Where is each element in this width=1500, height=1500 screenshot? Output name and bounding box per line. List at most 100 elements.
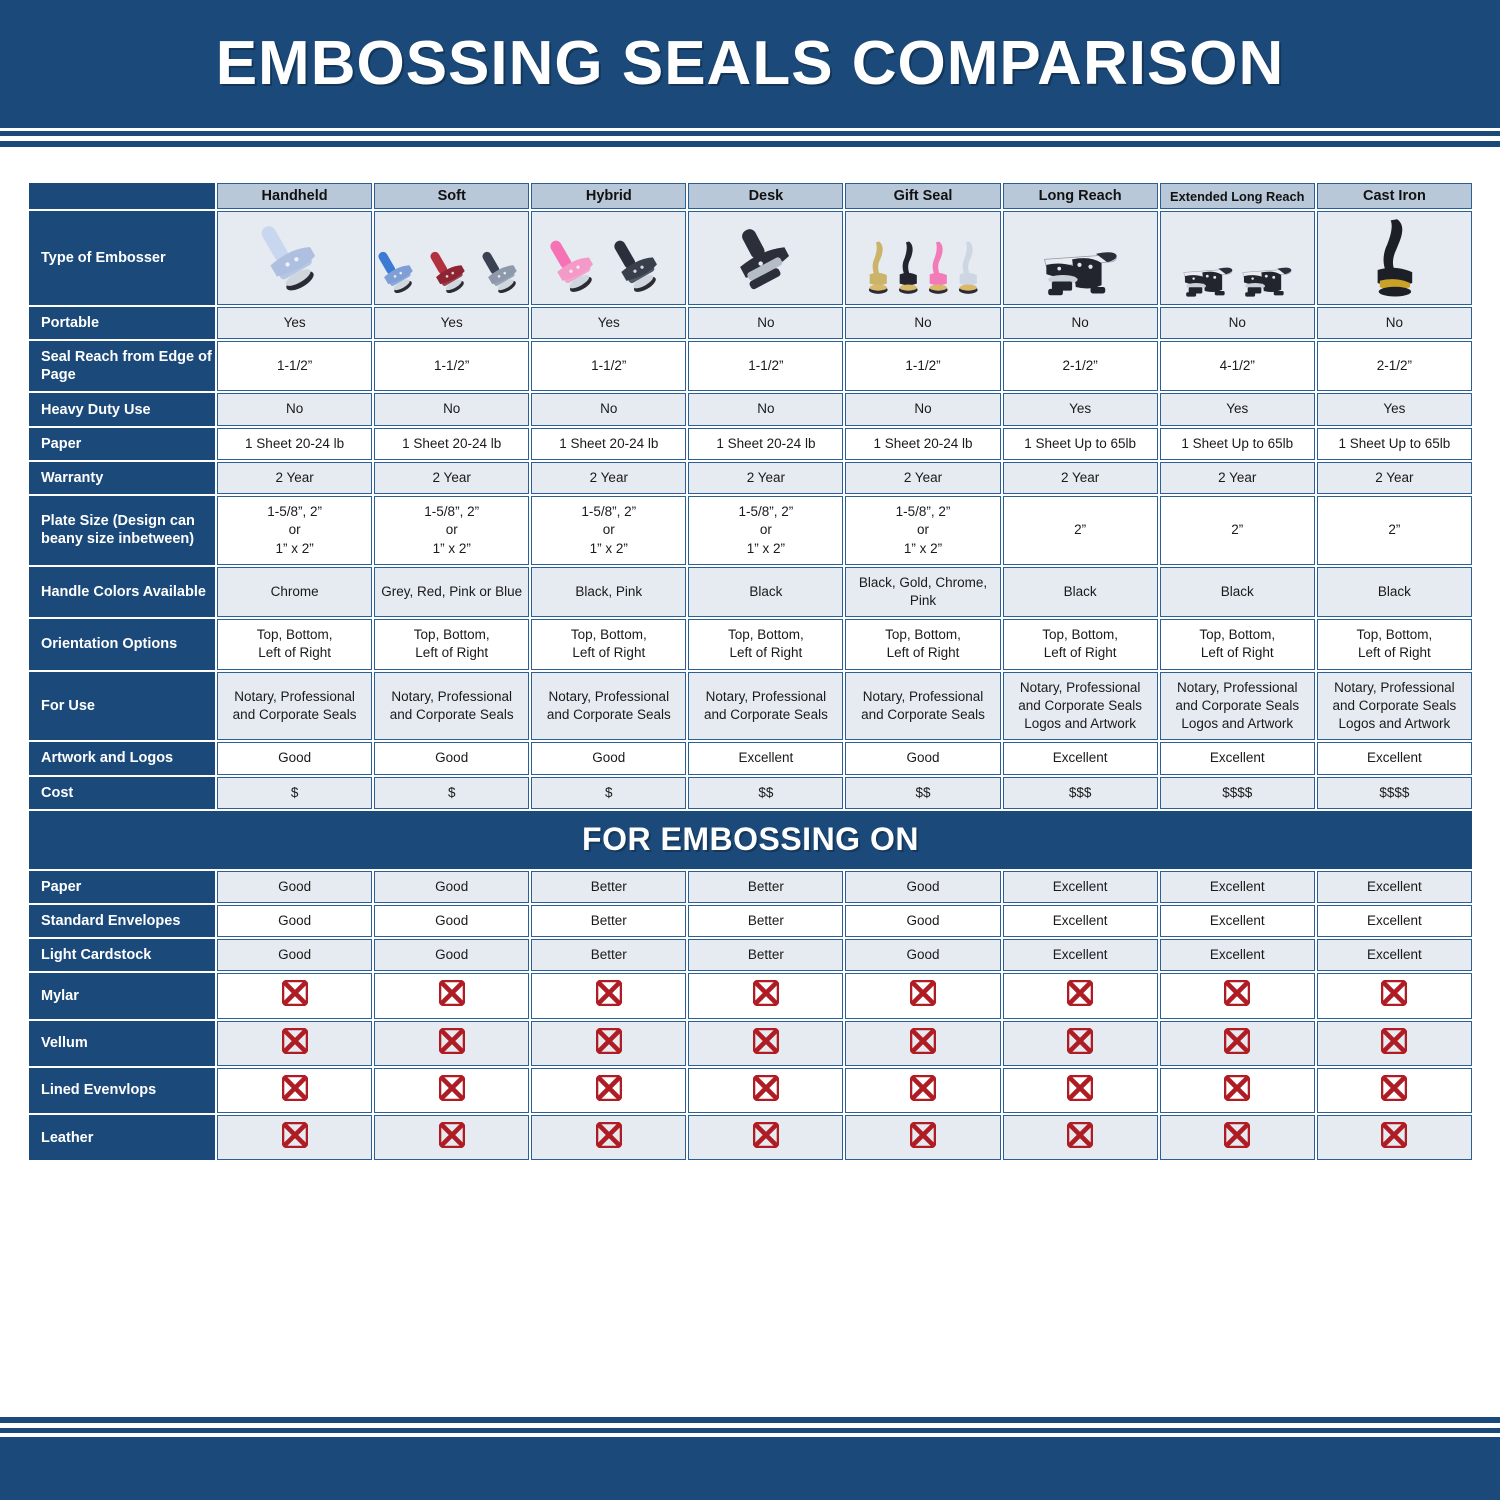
cell-line: Good	[278, 750, 312, 766]
column-header-long-reach[interactable]: Long Reach	[1002, 183, 1158, 209]
embosser-image-cell	[531, 211, 687, 305]
cell-line: Logos and Artwork	[1181, 716, 1294, 732]
cell-emb-lined-evenvlops-3	[688, 1067, 844, 1114]
cell-line: 2 Year	[1218, 469, 1257, 485]
table-row: Seal Reach from Edge of Page 1-1/2” 1-1/2”…	[29, 341, 1472, 392]
column-header-extended-long-reach[interactable]: Extended Long Reach	[1159, 183, 1315, 209]
cell-line: 1 Sheet Up to 65lb	[1181, 435, 1294, 451]
cell-line: $$$$	[1379, 784, 1410, 800]
cell-warranty-7: 2 Year	[1316, 461, 1472, 495]
cell-line: Chrome	[270, 583, 319, 599]
cell-line: and Corporate Seals	[389, 706, 514, 722]
cell-line: Left of Right	[572, 645, 646, 661]
column-header-hybrid[interactable]: Hybrid	[531, 183, 687, 209]
cell-portable-6: No	[1159, 307, 1315, 340]
cell-line: 1” x 2”	[903, 540, 943, 556]
embosser-image-cell	[1316, 211, 1472, 305]
embosser-image-cell	[1002, 211, 1158, 305]
cell-emb-leather-5	[1002, 1115, 1158, 1161]
unsupported-x-icon	[910, 980, 937, 1007]
cell-line: Excellent	[1052, 947, 1108, 963]
cell-line: 1 Sheet 20-24 lb	[559, 435, 659, 451]
cell-line: $$$$	[1222, 784, 1253, 800]
unsupported-x-icon	[752, 1074, 779, 1101]
table-corner-cell	[29, 183, 216, 209]
cell-line: No	[600, 401, 618, 417]
cell-line: Excellent	[1052, 912, 1108, 928]
unsupported-x-icon	[1381, 980, 1408, 1007]
cell-plate-size-design-can-beany-size-inbetween-3: 1-5/8”, 2” or 1” x 2”	[688, 496, 844, 565]
unsupported-x-icon	[1067, 1074, 1094, 1101]
cell-line: and Corporate Seals	[1175, 697, 1300, 713]
table-row: Vellum	[29, 1020, 1472, 1066]
cell-line: 1-1/2”	[905, 358, 941, 374]
cell-line: Good	[592, 750, 626, 766]
embosser-gift-chrome-icon	[955, 240, 982, 298]
cell-emb-vellum-1	[374, 1020, 530, 1066]
cell-emb-mylar-4	[845, 973, 1001, 1019]
cell-for-use-4: Notary, Professional and Corporate Seals	[845, 671, 1001, 741]
embosser-hybrid-pink-icon	[546, 231, 607, 298]
cell-orientation-options-2: Top, Bottom, Left of Right	[531, 619, 687, 670]
cell-line: 2 Year	[1375, 469, 1414, 485]
cell-line: 1-1/2”	[748, 358, 784, 374]
cell-line: 4-1/2”	[1219, 358, 1255, 374]
cell-line: Left of Right	[886, 645, 960, 661]
embosser-image-cell	[217, 211, 373, 305]
cell-for-use-2: Notary, Professional and Corporate Seals	[531, 671, 687, 741]
cell-heavy-duty-use-0: No	[217, 393, 373, 426]
cell-emb-standard-envelopes-6: Excellent	[1159, 904, 1315, 938]
cell-line: 2”	[1388, 522, 1401, 538]
cell-line: 1-1/2”	[434, 358, 470, 374]
cell-plate-size-design-can-beany-size-inbetween-4: 1-5/8”, 2” or 1” x 2”	[845, 496, 1001, 565]
unsupported-x-icon	[438, 1122, 465, 1149]
cell-line: 1 Sheet Up to 65lb	[1338, 435, 1451, 451]
cell-heavy-duty-use-1: No	[374, 393, 530, 426]
column-header-gift-seal[interactable]: Gift Seal	[845, 183, 1001, 209]
footer-divider-upper	[0, 1417, 1500, 1423]
cell-line: Excellent	[738, 750, 794, 766]
column-header-cast-iron[interactable]: Cast Iron	[1316, 183, 1472, 209]
title-divider-upper	[0, 131, 1500, 136]
row-label-emb-leather: Leather	[29, 1115, 216, 1161]
row-label-emb-vellum: Vellum	[29, 1020, 216, 1066]
cell-paper-4: 1 Sheet 20-24 lb	[845, 427, 1001, 460]
footer-divider-lower	[0, 1428, 1500, 1433]
embosser-long-reach-icon	[1039, 241, 1122, 298]
row-label-seal-reach-from-edge-of-page: Seal Reach from Edge of Page	[29, 341, 216, 392]
cell-line: Black, Pink	[575, 583, 643, 599]
cell-line: Notary, Professional	[1019, 679, 1141, 695]
column-header-handheld[interactable]: Handheld	[217, 183, 373, 209]
cell-line: No	[1228, 315, 1246, 330]
cell-line: 1 Sheet 20-24 lb	[716, 435, 816, 451]
cell-heavy-duty-use-7: Yes	[1316, 393, 1472, 426]
cell-emb-leather-0	[217, 1115, 373, 1161]
cell-line: Better	[747, 947, 784, 963]
cell-line: Good	[435, 750, 469, 766]
cell-emb-paper-0: Good	[217, 870, 373, 903]
cell-line: Black	[1063, 583, 1097, 599]
cell-line: or	[917, 522, 930, 538]
cell-line: $	[605, 784, 613, 800]
cell-handle-colors-available-2: Black, Pink	[531, 566, 687, 618]
column-header-desk[interactable]: Desk	[688, 183, 844, 209]
cell-emb-lined-evenvlops-5	[1002, 1067, 1158, 1114]
row-label-heavy-duty-use: Heavy Duty Use	[29, 393, 216, 426]
cell-orientation-options-4: Top, Bottom, Left of Right	[845, 619, 1001, 670]
embosser-gift-pink-icon	[925, 240, 952, 298]
column-header-soft[interactable]: Soft	[374, 183, 530, 209]
cell-paper-0: 1 Sheet 20-24 lb	[217, 427, 373, 460]
cell-line: Top, Bottom,	[1356, 627, 1433, 643]
cell-portable-0: Yes	[217, 307, 373, 340]
cell-line: Better	[590, 912, 627, 928]
unsupported-x-icon	[438, 980, 465, 1007]
cell-seal-reach-from-edge-of-page-7: 2-1/2”	[1316, 341, 1472, 392]
cell-line: 2 Year	[903, 469, 943, 485]
cell-handle-colors-available-4: Black, Gold, Chrome, Pink	[845, 566, 1001, 618]
cell-line: 1-5/8”, 2”	[424, 504, 480, 520]
unsupported-x-icon	[910, 1074, 937, 1101]
cell-seal-reach-from-edge-of-page-3: 1-1/2”	[688, 341, 844, 392]
cell-line: Yes	[283, 315, 306, 330]
cell-line: No	[443, 401, 461, 417]
unsupported-x-icon	[1224, 1027, 1251, 1054]
